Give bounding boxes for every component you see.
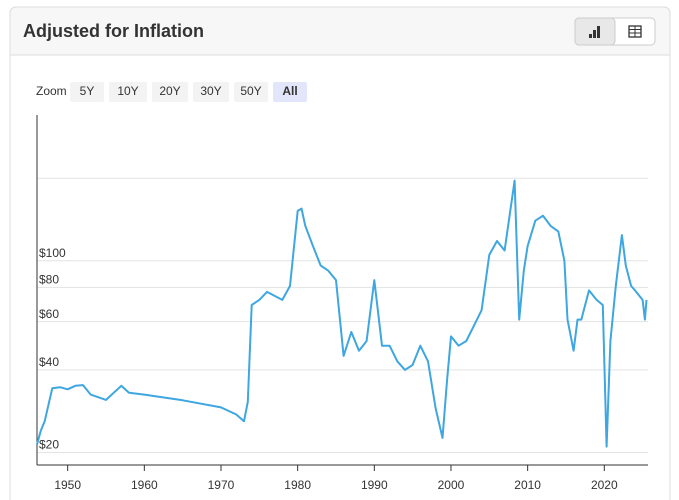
y-tick-label: $60 xyxy=(39,307,59,321)
y-tick-label: $40 xyxy=(39,355,59,369)
x-tick-label: 1970 xyxy=(208,478,235,492)
zoom-button-bg xyxy=(70,82,104,102)
zoom-label: Zoom xyxy=(36,84,67,98)
card xyxy=(9,6,671,500)
chart: $20 $40 $60 $80 $100 1950 1960 1970 1980 1990 2000… xyxy=(36,115,648,492)
x-tick-label: 1990 xyxy=(361,478,388,492)
zoom-button-label: 20Y xyxy=(159,84,180,98)
zoom-button-bg xyxy=(109,82,147,102)
x-tick-label: 1980 xyxy=(284,478,311,492)
zoom-button[interactable]: 20Y xyxy=(152,82,188,102)
zoom-button-bg xyxy=(234,82,268,102)
zoom-button-label: All xyxy=(282,84,297,98)
card-title: Adjusted for Inflation xyxy=(23,21,204,41)
zoom-button-label: 5Y xyxy=(80,84,95,98)
zoom-bar: Zoom 5Y 10Y 20Y 30Y 50Y All xyxy=(36,82,307,102)
table-view-button[interactable] xyxy=(615,18,655,45)
zoom-button-bg xyxy=(152,82,188,102)
chart-icon xyxy=(589,26,600,38)
zoom-button[interactable]: 5Y xyxy=(70,82,104,102)
zoom-button-label: 50Y xyxy=(240,84,261,98)
zoom-button-bg xyxy=(273,82,307,102)
price-line xyxy=(36,179,648,448)
zoom-button[interactable]: 10Y xyxy=(109,82,147,102)
y-tick-label: $100 xyxy=(39,246,66,260)
zoom-button[interactable]: All xyxy=(273,82,307,102)
zoom-button-label: 10Y xyxy=(117,84,138,98)
x-tick-label: 2020 xyxy=(591,478,618,492)
zoom-button[interactable]: 50Y xyxy=(234,82,268,102)
y-tick-label: $80 xyxy=(39,273,59,287)
y-tick-label: $20 xyxy=(39,438,59,452)
zoom-button-label: 30Y xyxy=(200,84,221,98)
view-toggle xyxy=(574,17,656,46)
zoom-button[interactable]: 30Y xyxy=(193,82,229,102)
card-header xyxy=(9,6,671,56)
x-tick-label: 2000 xyxy=(438,478,465,492)
zoom-button-bg xyxy=(193,82,229,102)
x-tick-label: 1960 xyxy=(131,478,158,492)
x-tick-label: 2010 xyxy=(514,478,541,492)
x-tick-label: 1950 xyxy=(54,478,81,492)
